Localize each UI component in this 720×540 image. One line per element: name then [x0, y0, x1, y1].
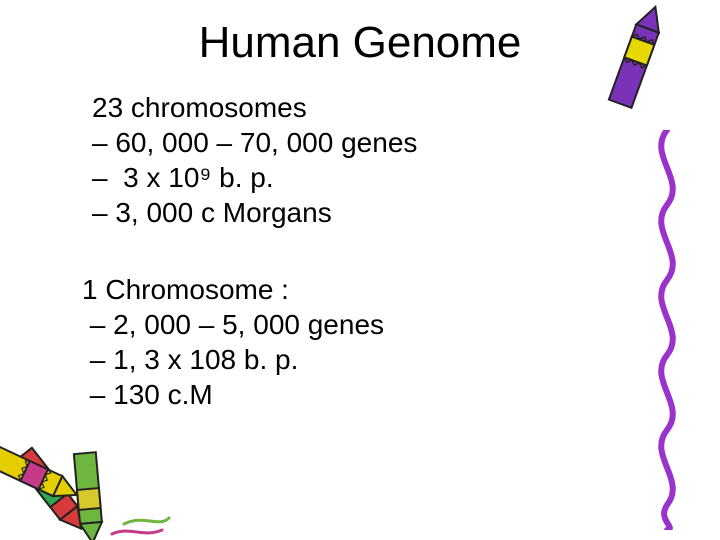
squiggle-icon [642, 130, 692, 530]
text-line: 23 chromosomes [92, 90, 417, 125]
slide: Human Genome 23 chromosomes – 60, 000 – … [0, 0, 720, 540]
genome-summary-block: 23 chromosomes – 60, 000 – 70, 000 genes… [92, 90, 417, 230]
text-line: – 2, 000 – 5, 000 genes [82, 307, 384, 342]
chromosome-summary-block: 1 Chromosome : – 2, 000 – 5, 000 genes –… [82, 272, 384, 412]
text-line: 1 Chromosome : [82, 272, 384, 307]
text-line: – 1, 3 x 108 b. p. [82, 342, 384, 377]
text-line: – 3 x 10⁹ b. p. [92, 160, 417, 195]
text-line: – 3, 000 c Morgans [92, 195, 417, 230]
crayons-icon [0, 406, 184, 540]
text-line: – 60, 000 – 70, 000 genes [92, 125, 417, 160]
crayon-icon [584, 0, 694, 142]
